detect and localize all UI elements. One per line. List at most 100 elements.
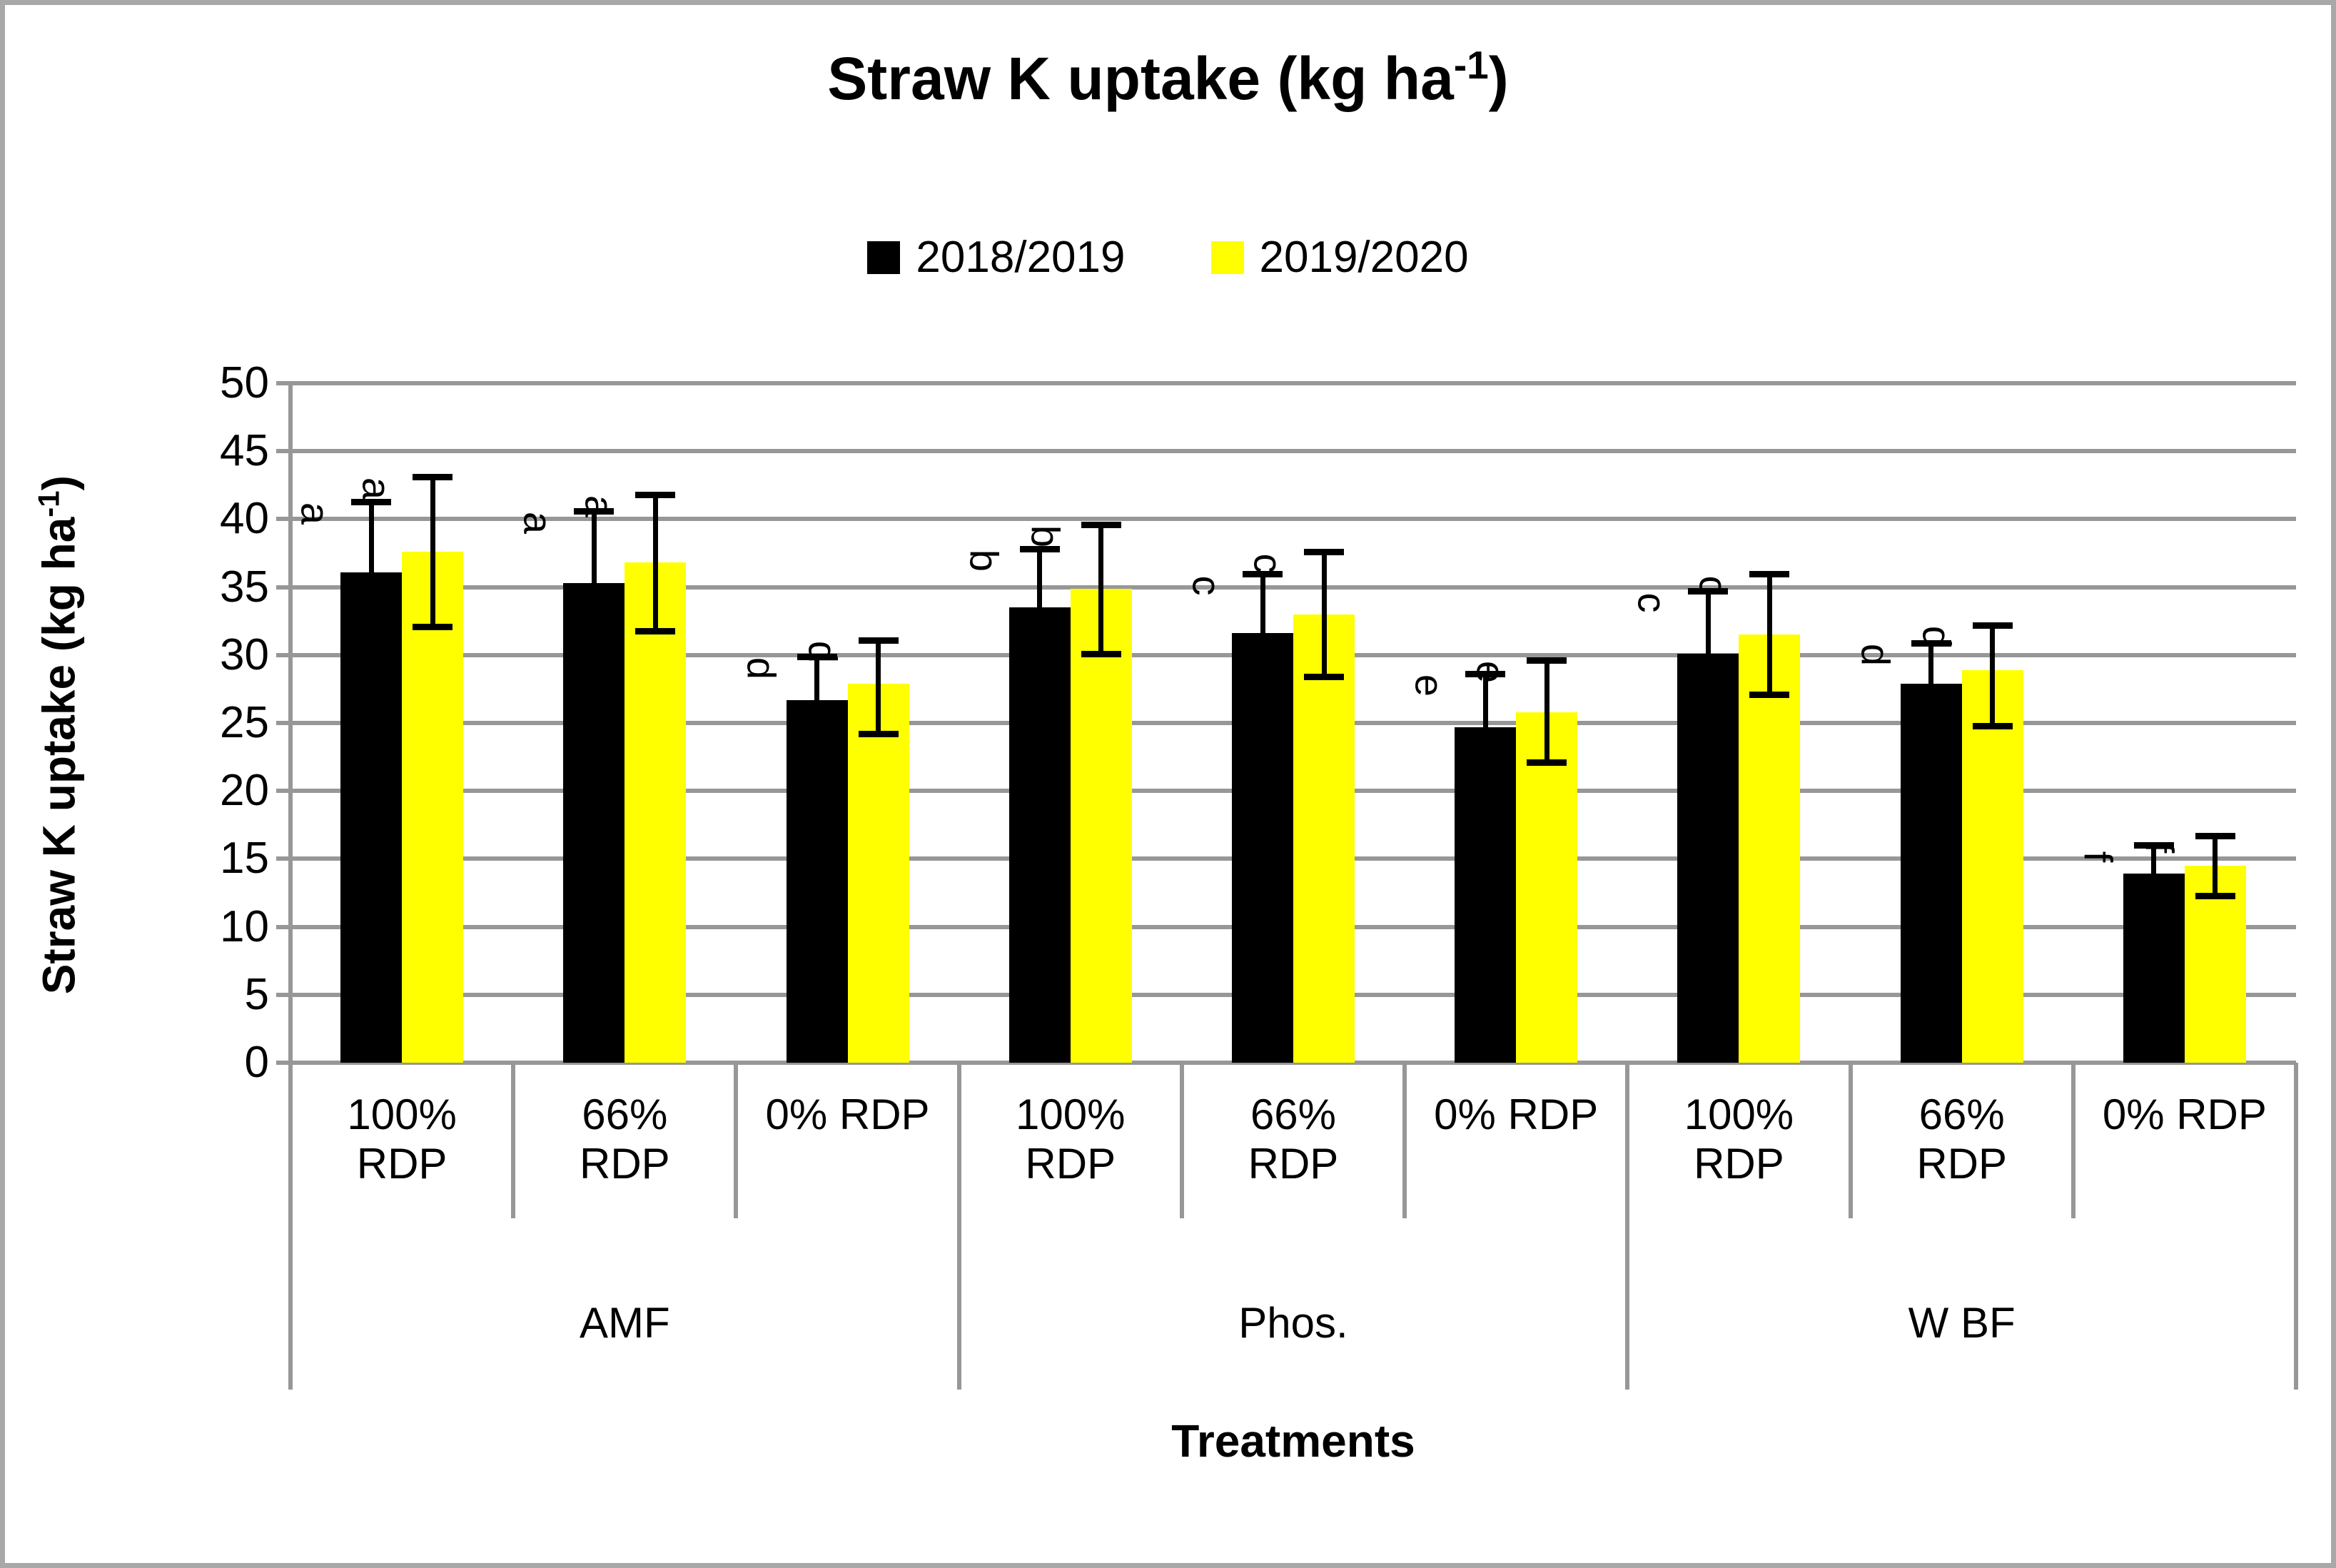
error-bar-cap-bottom — [2195, 892, 2235, 899]
x-category-label: 66% RDP — [1182, 1090, 1405, 1188]
y-axis-title-superscript: -1 — [31, 490, 66, 517]
category-divider — [1402, 1063, 1407, 1218]
y-axis-tick-25 — [276, 721, 290, 725]
error-bar-whisker — [430, 477, 435, 627]
significance-letter: b — [961, 550, 1007, 572]
bar-2018-2019-AMF-100-RDP — [340, 572, 403, 1063]
category-divider — [511, 1063, 516, 1218]
error-bar-whisker — [1928, 642, 1934, 684]
chart-title: Straw K uptake (kg ha-1) — [5, 42, 2331, 113]
x-category-label-text: 66% RDP — [1916, 1091, 2007, 1188]
error-bar-cap-bottom — [1527, 759, 1567, 767]
error-bar-whisker — [1260, 573, 1265, 634]
significance-letter: e — [1468, 661, 1514, 684]
error-bar-cap-top — [1972, 622, 2013, 629]
x-group-label-Phos: Phos. — [1238, 1299, 1348, 1347]
y-tick-label-5: 5 — [244, 969, 269, 1019]
bar-2019-2020-AMF-66-RDP — [625, 562, 687, 1063]
x-category-label-text: 100% RDP — [1016, 1091, 1126, 1188]
bar-2019-2020-AMF-0-RDP — [847, 683, 909, 1063]
y-axis-line — [288, 383, 293, 1390]
significance-letter: a — [577, 495, 622, 518]
y-axis-tick-15 — [276, 856, 290, 861]
x-group-label-WBF: W BF — [1908, 1299, 2016, 1347]
significance-letter: a — [354, 477, 400, 500]
gridline-35 — [290, 585, 2296, 590]
x-category-label: 100% RDP — [1627, 1090, 1850, 1188]
y-tick-label-40: 40 — [220, 494, 269, 544]
error-bar-cap-bottom — [1081, 650, 1121, 657]
bar-2018-2019-AMF-66-RDP — [563, 582, 625, 1063]
bar-2018-2019-W-BF-0-RDP — [2123, 874, 2185, 1063]
y-axis-tick-35 — [276, 585, 290, 590]
y-axis-title: Straw K uptake (kg ha-1) — [31, 450, 85, 1021]
error-bar-cap-top — [1304, 549, 1344, 556]
significance-letter: c — [1691, 575, 1736, 596]
error-bar-cap-top — [413, 474, 453, 481]
bar-2019-2020-Phos.-0-RDP — [1516, 712, 1578, 1063]
y-axis-tick-20 — [276, 789, 290, 794]
error-bar-whisker — [1321, 552, 1327, 677]
gridline-50 — [290, 381, 2296, 385]
y-tick-label-0: 0 — [244, 1038, 269, 1087]
bar-2019-2020-W-BF-66-RDP — [1961, 669, 2023, 1063]
significance-letter: f — [2075, 851, 2121, 863]
y-axis-title-end: ) — [33, 475, 85, 491]
error-bar-cap-top — [574, 507, 615, 515]
gridline-0 — [290, 1061, 2296, 1065]
bar-2019-2020-AMF-100-RDP — [402, 552, 464, 1063]
significance-letter: d — [800, 640, 846, 663]
category-divider — [734, 1063, 739, 1218]
error-bar-whisker — [1482, 674, 1488, 727]
x-category-label: 0% RDP — [2073, 1090, 2296, 1139]
error-bar-cap-top — [351, 498, 392, 505]
error-bar-cap-top — [858, 637, 899, 644]
error-bar-whisker — [1990, 624, 1996, 726]
x-group-label-AMF: AMF — [580, 1299, 670, 1347]
error-bar-whisker — [1098, 525, 1104, 654]
group-divider — [956, 1063, 961, 1390]
bar-2018-2019-W-BF-66-RDP — [1900, 683, 1962, 1063]
error-bar-whisker — [2213, 836, 2218, 896]
significance-letter: e — [1407, 674, 1452, 697]
error-bar-cap-top — [2133, 842, 2174, 849]
y-tick-label-10: 10 — [220, 901, 269, 951]
error-bar-whisker — [1705, 591, 1711, 654]
legend-swatch-black — [867, 241, 901, 274]
x-axis-title: Treatments — [1171, 1415, 1415, 1467]
error-bar-whisker — [368, 501, 374, 572]
y-axis-tick-50 — [276, 381, 290, 385]
error-bar-whisker — [2151, 845, 2157, 874]
error-bar-cap-bottom — [858, 731, 899, 738]
y-axis-tick-5 — [276, 992, 290, 997]
y-tick-label-30: 30 — [220, 629, 269, 679]
significance-letter: d — [1853, 643, 1898, 666]
category-divider — [1848, 1063, 1853, 1218]
error-bar-cap-top — [2195, 833, 2235, 840]
significance-letter: c — [1245, 553, 1291, 574]
bar-2018-2019-Phos.-66-RDP — [1232, 633, 1293, 1063]
significance-letter: d — [1914, 625, 1960, 648]
error-bar-cap-top — [1243, 570, 1283, 577]
bar-2019-2020-Phos.-66-RDP — [1293, 614, 1355, 1063]
error-bar-cap-top — [1081, 522, 1121, 529]
bar-2018-2019-AMF-0-RDP — [786, 699, 848, 1063]
group-divider — [1625, 1063, 1630, 1390]
x-category-label: 0% RDP — [1405, 1090, 1627, 1139]
significance-letter: d — [739, 657, 784, 679]
y-tick-label-25: 25 — [220, 698, 269, 747]
legend-item-2018-2019: 2018/2019 — [867, 232, 1126, 283]
bar-2019-2020-W-BF-100-RDP — [1739, 634, 1801, 1063]
bar-2018-2019-Phos.-100-RDP — [1008, 607, 1071, 1063]
x-category-label: 0% RDP — [736, 1090, 959, 1139]
y-axis-tick-40 — [276, 517, 290, 522]
error-bar-cap-bottom — [635, 627, 676, 634]
legend-item-2019-2020: 2019/2020 — [1210, 232, 1469, 283]
error-bar-whisker — [652, 495, 658, 631]
error-bar-cap-bottom — [1304, 674, 1344, 681]
chart-title-superscript: -1 — [1453, 43, 1489, 87]
x-category-label-text: 0% RDP — [1434, 1091, 1599, 1138]
gridline-45 — [290, 449, 2296, 454]
bar-2018-2019-Phos.-0-RDP — [1455, 727, 1517, 1063]
chart-title-end: ) — [1488, 45, 1509, 112]
